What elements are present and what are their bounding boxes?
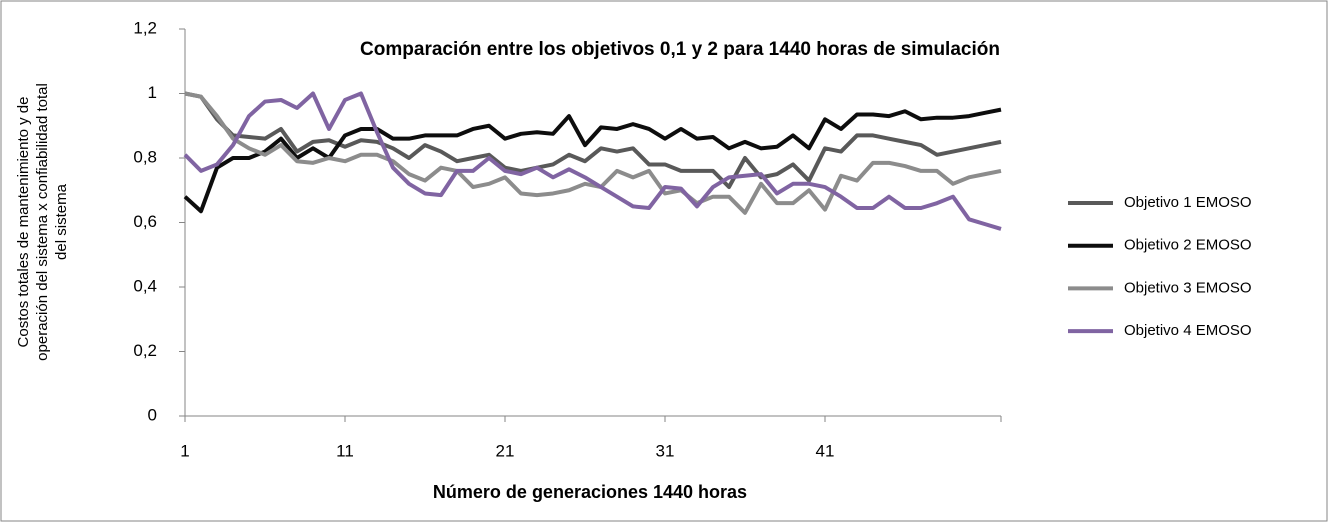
legend-label: Objetivo 2 EMOSO	[1124, 237, 1252, 254]
y-tick-label: 0,4	[133, 276, 157, 295]
x-tick-label: 11	[336, 441, 354, 460]
y-tick-label: 0	[148, 405, 157, 424]
y-tick-label: 0,2	[133, 341, 157, 360]
x-axis-label: Número de generaciones 1440 horas	[433, 482, 747, 502]
y-tick-label: 1,2	[133, 18, 157, 37]
series-line	[184, 91, 1002, 190]
y-axis-label: Costos totales de mantenimiento y de ope…	[15, 83, 70, 361]
legend-label: Objetivo 4 EMOSO	[1124, 322, 1252, 339]
series-line	[183, 107, 1002, 214]
series-line	[183, 91, 1002, 231]
y-tick-label: 1	[148, 83, 157, 102]
legend-label: Objetivo 1 EMOSO	[1124, 194, 1252, 211]
y-tick-label: 0,6	[133, 212, 157, 231]
y-tick-label: 0,8	[133, 147, 157, 166]
x-tick-label: 41	[816, 441, 835, 460]
y-axis-label-line: operación del sistema x confiabilidad to…	[34, 83, 51, 361]
x-tick-label: 21	[496, 441, 515, 460]
legend-label: Objetivo 3 EMOSO	[1124, 279, 1252, 296]
x-tick-label: 1	[180, 441, 189, 460]
y-axis-label-line: del sistema	[53, 183, 70, 260]
x-tick-label: 31	[656, 441, 675, 460]
chart-title: Comparación entre los objetivos 0,1 y 2 …	[360, 39, 1000, 60]
series-line	[184, 91, 1002, 215]
y-axis-label-line: Costos totales de mantenimiento y de	[15, 97, 32, 348]
